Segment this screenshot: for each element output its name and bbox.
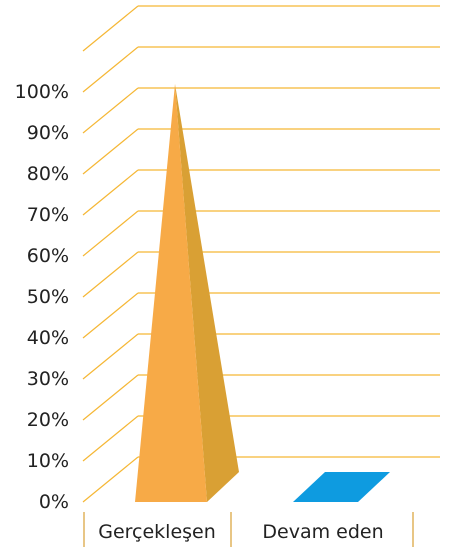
y-tick-label: 70% bbox=[27, 204, 69, 226]
bar-2 bbox=[293, 472, 390, 502]
gridline bbox=[82, 333, 440, 380]
y-tick-label: 0% bbox=[39, 491, 69, 513]
bar-flat-base bbox=[293, 472, 390, 502]
bars bbox=[135, 84, 390, 502]
gridline bbox=[82, 5, 440, 52]
y-tick-label: 90% bbox=[27, 122, 69, 144]
y-tick-label: 20% bbox=[27, 409, 69, 431]
y-tick-label: 80% bbox=[27, 163, 69, 185]
gridline bbox=[82, 251, 440, 298]
bar-side-face bbox=[175, 84, 239, 502]
x-category-label: Devam eden bbox=[262, 521, 383, 543]
gridline bbox=[82, 46, 440, 93]
y-tick-label: 10% bbox=[27, 450, 69, 472]
y-tick-label: 50% bbox=[27, 286, 69, 308]
gridline bbox=[82, 128, 440, 175]
gridline bbox=[82, 374, 440, 421]
bar-1 bbox=[135, 84, 239, 502]
gridline bbox=[82, 415, 440, 462]
bar-front-face bbox=[135, 84, 207, 502]
y-tick-label: 40% bbox=[27, 327, 69, 349]
gridlines bbox=[82, 5, 440, 503]
y-tick-label: 100% bbox=[15, 81, 69, 103]
y-tick-label: 60% bbox=[27, 245, 69, 267]
gridline bbox=[82, 210, 440, 257]
gridline bbox=[82, 169, 440, 216]
gridline bbox=[82, 292, 440, 339]
x-axis: Gerçekleşen Devam eden bbox=[83, 512, 414, 547]
y-tick-label: 30% bbox=[27, 368, 69, 390]
x-category-label: Gerçekleşen bbox=[98, 521, 216, 543]
y-axis-tick-labels: 0% 10% 20% 30% 40% 50% 60% 70% 80% 90% 100% bbox=[15, 81, 69, 513]
gridline bbox=[82, 87, 440, 134]
